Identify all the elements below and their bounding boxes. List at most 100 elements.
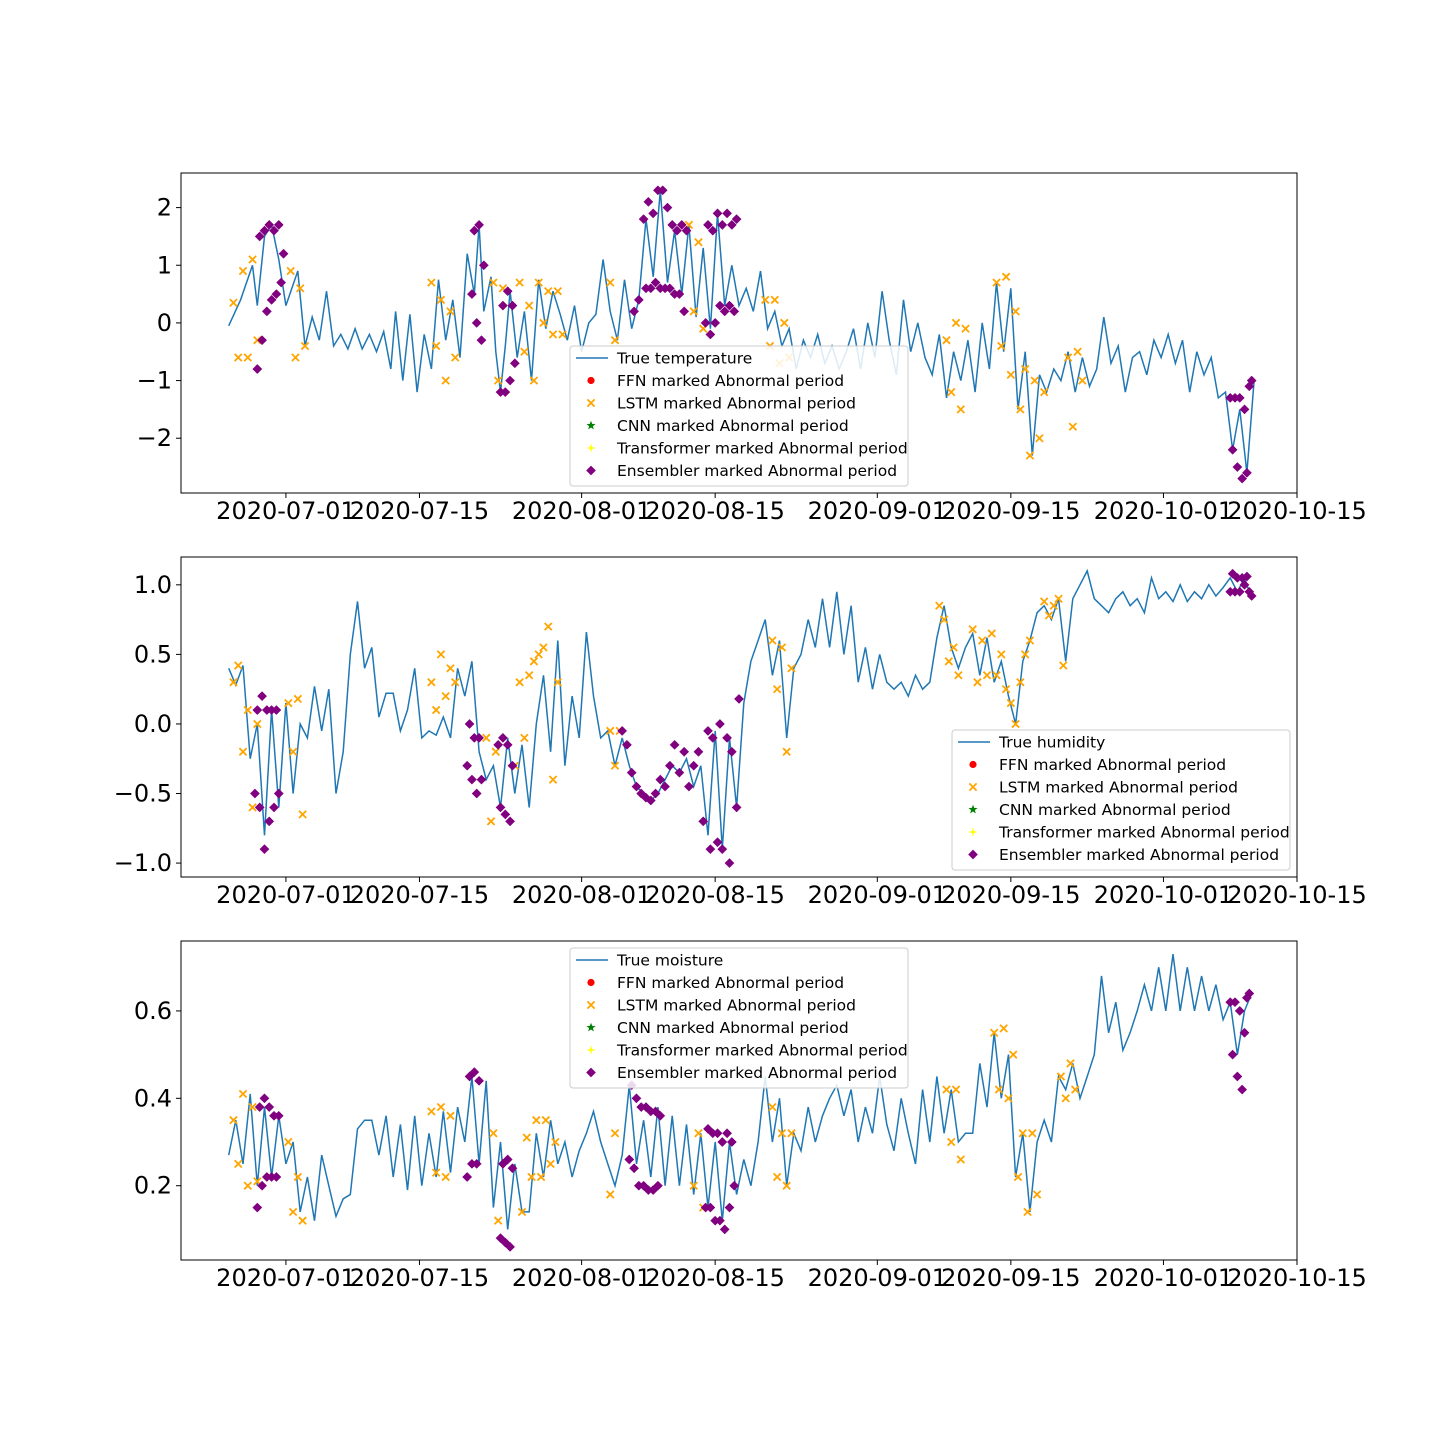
legend-marker <box>586 465 596 476</box>
data-point <box>949 643 958 652</box>
data-point <box>657 185 668 196</box>
data-point <box>694 237 703 247</box>
data-point <box>493 376 503 385</box>
data-point <box>770 295 780 305</box>
legend-label: LSTM marked Abnormal period <box>617 395 856 413</box>
data-point <box>698 816 709 827</box>
legend-label: CNN marked Abnormal period <box>617 1019 849 1037</box>
data-point <box>529 376 539 385</box>
legend-label: True humidity <box>998 734 1105 752</box>
y-tick-label: −1.0 <box>114 849 172 877</box>
y-tick-label: −0.5 <box>114 780 172 808</box>
data-point <box>500 387 511 398</box>
data-point <box>777 643 787 652</box>
x-tick-label: 2020-08-15 <box>645 1264 784 1292</box>
data-point <box>298 810 307 819</box>
data-point <box>946 387 956 397</box>
data-point <box>427 278 436 287</box>
data-point <box>474 219 485 230</box>
data-point <box>688 760 699 771</box>
data-point <box>264 1102 275 1113</box>
data-point <box>1054 594 1063 603</box>
data-point <box>1056 1072 1066 1081</box>
series-3 <box>252 185 1257 484</box>
x-tick-label: 2020-09-01 <box>808 497 947 525</box>
data-point <box>664 283 675 294</box>
data-point <box>722 208 733 219</box>
data-point <box>942 335 951 345</box>
data-point <box>1004 1094 1013 1103</box>
legend-label: Ensembler marked Abnormal period <box>617 462 897 480</box>
data-point <box>1237 1084 1248 1095</box>
data-point <box>717 1137 728 1147</box>
legend: True temperature FFN marked Abnormal peri… <box>569 345 909 487</box>
data-point <box>717 844 728 855</box>
data-point <box>1059 661 1068 670</box>
data-point <box>273 219 284 230</box>
x-tick-label: 2020-07-15 <box>350 1264 489 1292</box>
data-point <box>645 795 656 806</box>
legend-label: Ensembler marked Abnormal period <box>999 846 1279 864</box>
data-point <box>502 739 513 750</box>
legend-marker <box>587 376 595 385</box>
legend-frame <box>569 947 909 1089</box>
data-point <box>1020 650 1030 659</box>
data-point <box>726 1137 737 1147</box>
legend-marker <box>968 804 978 814</box>
data-point <box>254 802 265 813</box>
data-point <box>466 774 477 785</box>
y-tick-label: −1 <box>137 367 172 395</box>
data-point <box>257 691 268 702</box>
data-point <box>529 657 539 666</box>
data-point <box>944 657 954 666</box>
data-point <box>276 277 287 288</box>
data-point <box>973 677 982 687</box>
data-point <box>1246 591 1257 601</box>
data-point <box>731 214 742 225</box>
y-tick-label: 2 <box>157 194 172 222</box>
x-tick-label: 2020-10-01 <box>1094 881 1233 909</box>
data-point <box>1039 597 1049 606</box>
x-tick-label: 2020-07-01 <box>216 881 355 909</box>
data-point <box>446 307 455 316</box>
legend-frame <box>569 345 909 487</box>
y-tick-label: −2 <box>137 424 172 452</box>
data-point <box>532 1115 541 1125</box>
x-tick-label: 2020-10-15 <box>1227 881 1366 909</box>
data-point <box>266 294 277 305</box>
legend: True humidity FFN marked Abnormal period L… <box>951 729 1291 871</box>
data-point <box>229 298 238 307</box>
data-point <box>1234 392 1245 403</box>
data-point <box>252 705 263 715</box>
series-3 <box>252 988 1255 1252</box>
data-point <box>648 208 659 219</box>
data-point <box>446 664 455 673</box>
data-point <box>527 1172 536 1182</box>
data-point <box>1028 1129 1037 1138</box>
data-point <box>551 1137 560 1147</box>
data-point <box>1061 1094 1070 1103</box>
data-point <box>729 1180 740 1191</box>
data-point <box>233 353 243 362</box>
data-point <box>257 1180 268 1191</box>
data-point <box>689 1181 698 1190</box>
data-point <box>714 1215 725 1226</box>
data-point <box>724 858 735 869</box>
data-point <box>1232 462 1243 473</box>
data-point <box>1023 1207 1032 1217</box>
data-point <box>298 1216 307 1225</box>
y-tick-label: 0.4 <box>134 1084 172 1112</box>
x-tick-label: 2020-10-01 <box>1094 1264 1233 1292</box>
data-point <box>782 1181 791 1190</box>
data-point <box>524 301 534 310</box>
data-point <box>466 289 477 300</box>
data-point <box>502 1154 513 1165</box>
axes-frame <box>180 556 1298 878</box>
data-point <box>982 671 992 680</box>
data-point <box>1016 677 1025 687</box>
data-point <box>629 306 640 317</box>
data-point <box>605 726 615 736</box>
legend-label: FFN marked Abnormal period <box>617 974 844 992</box>
